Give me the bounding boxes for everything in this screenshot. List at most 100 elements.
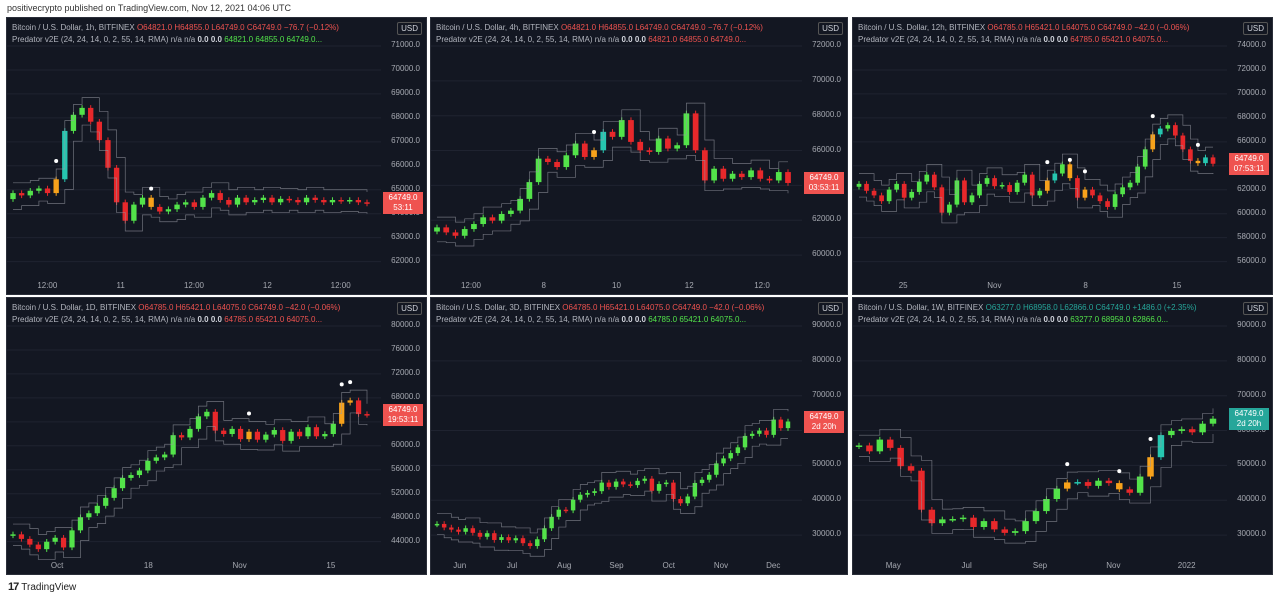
candle-body [572, 143, 579, 156]
candle-body [999, 185, 1005, 187]
candle-body [461, 229, 468, 236]
y-axis-tick: 69000.0 [391, 87, 420, 97]
candle-body [263, 434, 269, 440]
candle-body [96, 121, 103, 141]
indicator-legend[interactable]: Predator v2E (24, 24, 14, 0, 2, 55, 14, … [436, 314, 764, 326]
candle-body [1052, 173, 1058, 181]
candle-body [606, 482, 612, 487]
candle-body [692, 482, 698, 497]
indicator-name: Predator v2E (24, 24, 14, 0, 2, 55, 14, … [12, 35, 169, 44]
chart-panel-1W[interactable]: Bitcoin / U.S. Dollar, 1W, BITFINEX O632… [852, 297, 1273, 575]
indicator-value: 0.0 [634, 35, 646, 44]
symbol-title[interactable]: Bitcoin / U.S. Dollar, 1W, BITFINEX [858, 303, 984, 312]
currency-button[interactable]: USD [818, 22, 843, 35]
signal-dot [339, 382, 344, 387]
candle-body [506, 537, 511, 541]
candle-body [88, 107, 94, 122]
currency-button[interactable]: USD [1243, 302, 1268, 315]
candle-body [128, 475, 134, 478]
candle-body [208, 193, 215, 198]
candle-body [499, 537, 504, 540]
symbol-title[interactable]: Bitcoin / U.S. Dollar, 3D, BITFINEX [436, 303, 561, 312]
symbol-title[interactable]: Bitcoin / U.S. Dollar, 1D, BITFINEX [12, 303, 137, 312]
symbol-title[interactable]: Bitcoin / U.S. Dollar, 1h, BITFINEX [12, 23, 135, 32]
candle-body [204, 411, 210, 417]
candlestick-chart[interactable] [853, 298, 1272, 574]
candle-body [86, 513, 92, 518]
grid-lines [7, 325, 381, 543]
candle-body [748, 170, 754, 178]
indicator-legend[interactable]: Predator v2E (24, 24, 14, 0, 2, 55, 14, … [12, 34, 339, 46]
candle-body [187, 428, 193, 438]
candle-body [1173, 125, 1178, 136]
y-axis-tick: 80000.0 [1237, 354, 1266, 364]
chart-legend: Bitcoin / U.S. Dollar, 12h, BITFINEX O64… [858, 22, 1189, 46]
x-axis-tick: 12:00 [330, 281, 351, 290]
candle-body [286, 198, 292, 201]
high-value: H65421.0 [599, 303, 635, 312]
chart-legend: Bitcoin / U.S. Dollar, 3D, BITFINEX O647… [436, 302, 764, 326]
symbol-title[interactable]: Bitcoin / U.S. Dollar, 12h, BITFINEX [858, 23, 986, 32]
candle-body [280, 430, 286, 441]
change-value: −42.0 (−0.06%) [709, 303, 765, 312]
indicator-value: 0.0 [1056, 35, 1068, 44]
indicator-legend[interactable]: Predator v2E (24, 24, 14, 0, 2, 55, 14, … [858, 34, 1189, 46]
candle-body [775, 172, 782, 181]
bar-countdown: 07:53:11 [1233, 163, 1265, 173]
candle-body [970, 517, 977, 527]
candle-body [864, 183, 869, 191]
signal-dot [1150, 114, 1155, 119]
currency-button[interactable]: USD [397, 302, 422, 315]
indicator-value: n/a [184, 315, 196, 324]
symbol-title[interactable]: Bitcoin / U.S. Dollar, 4h, BITFINEX [436, 23, 559, 32]
chart-panel-3D[interactable]: Bitcoin / U.S. Dollar, 3D, BITFINEX O647… [430, 297, 848, 575]
candle-body [1126, 489, 1133, 493]
indicator-value: 0.0 [210, 315, 222, 324]
candle-body [535, 539, 540, 547]
x-axis-tick: 2022 [1177, 561, 1196, 570]
candle-body [35, 544, 41, 550]
y-axis-tick: 62000.0 [391, 255, 420, 265]
candle-body [992, 178, 997, 187]
candle-body [1180, 135, 1186, 150]
currency-button[interactable]: USD [1243, 22, 1268, 35]
lower-band-line [13, 124, 368, 232]
low-value: L64075.0 [212, 303, 246, 312]
candle-body [856, 183, 862, 187]
grid-lines [431, 45, 802, 256]
candlestick-chart[interactable] [7, 18, 426, 294]
currency-button[interactable]: USD [397, 22, 422, 35]
last-price-tag: 64749.0 53:11 [383, 192, 423, 215]
indicator-value: 64821.0 [224, 35, 254, 44]
y-axis-tick: 70000.0 [1237, 389, 1266, 399]
indicator-legend[interactable]: Predator v2E (24, 24, 14, 0, 2, 55, 14, … [12, 314, 340, 326]
chart-panel-1h[interactable]: Bitcoin / U.S. Dollar, 1h, BITFINEX O648… [6, 17, 427, 295]
y-axis-tick: 30000.0 [1237, 529, 1266, 539]
chart-panel-1D[interactable]: Bitcoin / U.S. Dollar, 1D, BITFINEX O647… [6, 297, 427, 575]
candle-body [1142, 149, 1148, 167]
indicator-legend[interactable]: Predator v2E (24, 24, 14, 0, 2, 55, 14, … [436, 34, 763, 46]
chart-legend: Bitcoin / U.S. Dollar, 1D, BITFINEX O647… [12, 302, 340, 326]
candlestick-chart[interactable] [431, 18, 847, 294]
candlestick-chart[interactable] [431, 298, 847, 574]
candle-body [234, 197, 241, 205]
candle-body [70, 114, 77, 131]
indicator-legend[interactable]: Predator v2E (24, 24, 14, 0, 2, 55, 14, … [858, 314, 1197, 326]
candle-body [434, 523, 440, 526]
candle-body [60, 537, 67, 548]
chart-panel-12h[interactable]: Bitcoin / U.S. Dollar, 12h, BITFINEX O64… [852, 17, 1273, 295]
x-axis-tick: Sep [609, 561, 624, 570]
chart-panel-4h[interactable]: Bitcoin / U.S. Dollar, 4h, BITFINEX O648… [430, 17, 848, 295]
indicator-value: n/a [1016, 315, 1028, 324]
candle-body [246, 431, 252, 440]
candle-body [288, 431, 294, 441]
y-axis-tick: 70000.0 [391, 63, 420, 73]
change-value: +1486.0 (+2.35%) [1132, 303, 1197, 312]
indicator-value: 64075.0... [710, 315, 747, 324]
y-axis-tick: 76000.0 [391, 343, 420, 353]
indicator-value: n/a [594, 315, 606, 324]
currency-button[interactable]: USD [818, 302, 843, 315]
candlestick-chart[interactable] [853, 18, 1272, 294]
candlestick-chart[interactable] [7, 298, 426, 574]
candle-body [928, 509, 936, 524]
